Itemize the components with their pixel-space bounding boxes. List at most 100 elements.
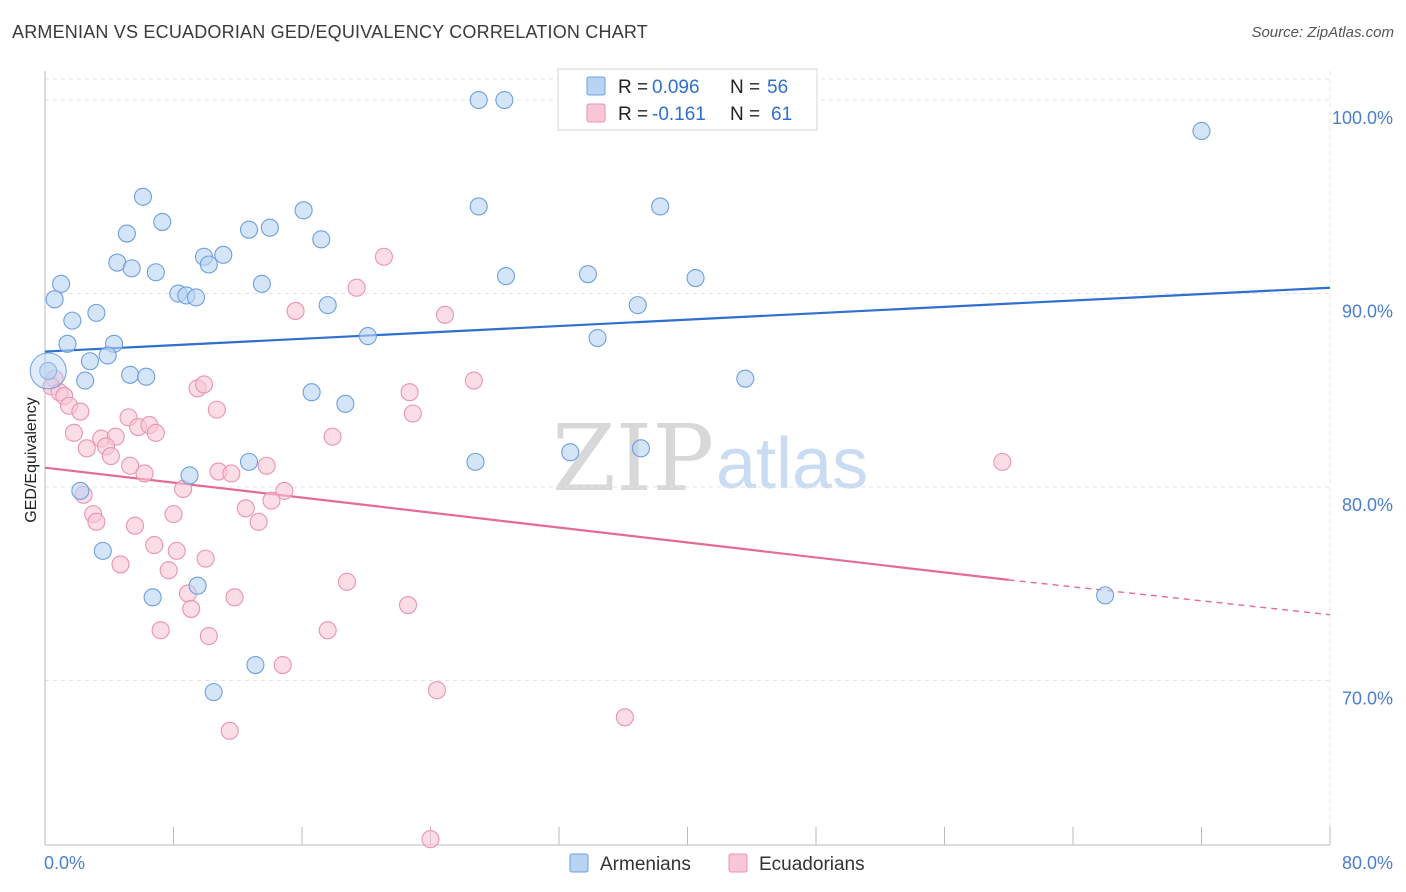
legend-ecuadorians-n-label: N = bbox=[730, 104, 760, 125]
ecuadorian-point bbox=[101, 447, 120, 466]
ecuadorian-point bbox=[337, 572, 357, 591]
legend-armenians-r-label: R = bbox=[618, 77, 648, 98]
bottom-legend-ecuadorians: Ecuadorians bbox=[759, 854, 865, 875]
ecuadorian-point bbox=[125, 516, 144, 535]
armenian-point bbox=[117, 224, 136, 243]
armenian-point bbox=[588, 328, 607, 348]
armenian-point bbox=[80, 352, 100, 371]
bottom-legend-armenians: Armenians bbox=[600, 854, 691, 875]
armenian-point bbox=[93, 541, 112, 560]
armenian-point bbox=[39, 361, 58, 380]
armenian-point bbox=[336, 394, 355, 413]
ecuadorian-point bbox=[257, 456, 276, 475]
armenian-point bbox=[1192, 121, 1211, 141]
ecuadorian-point bbox=[182, 599, 201, 618]
ecuadorian-point bbox=[249, 512, 268, 531]
armenian-point bbox=[561, 443, 580, 462]
legend-ecuadorians-n-value: 61 bbox=[771, 104, 792, 125]
armenian-point bbox=[52, 274, 71, 293]
ecuadorian-point bbox=[398, 596, 418, 615]
armenian-point bbox=[199, 255, 218, 274]
armenian-point bbox=[186, 288, 206, 307]
armenian-point bbox=[143, 588, 162, 607]
armenian-point bbox=[137, 367, 156, 386]
ecuadorian-point bbox=[615, 708, 634, 727]
armenian-point bbox=[736, 369, 755, 388]
ecuadorian-point bbox=[207, 400, 226, 419]
armenian-point bbox=[45, 290, 64, 309]
top-legend: R = 0.096 N = 56 R = -0.161 N = 61 bbox=[557, 68, 818, 131]
armenian-point bbox=[239, 452, 259, 471]
legend-swatch-ecuadorians bbox=[586, 103, 606, 123]
armenian-point bbox=[628, 296, 647, 315]
armenian-point bbox=[469, 197, 488, 216]
trend-lines bbox=[44, 286, 1331, 616]
chart-title: ARMENIAN VS ECUADORIAN GED/EQUIVALENCY C… bbox=[12, 22, 648, 42]
x-tick-labels: 0.0% 80.0% bbox=[44, 853, 1393, 873]
legend-armenians-n-value: 56 bbox=[767, 77, 788, 98]
armenian-point bbox=[121, 365, 140, 384]
legend-ecuadorians-r-label: R = bbox=[618, 104, 648, 125]
armenian-point bbox=[260, 218, 279, 237]
bottom-legend-swatch-armenians bbox=[569, 853, 589, 873]
ecuadorian-point bbox=[262, 491, 281, 510]
x-tick-label: 0.0% bbox=[44, 853, 85, 873]
ecuadorian-point bbox=[318, 621, 337, 640]
ecuadorian-point bbox=[286, 301, 305, 320]
ecuadorian-point bbox=[225, 588, 244, 607]
watermark-zip: ZIP bbox=[552, 405, 714, 512]
armenian-point bbox=[686, 268, 705, 288]
armenian-point bbox=[496, 267, 516, 286]
ecuadorian-point bbox=[273, 655, 292, 675]
ecuadorian-point bbox=[993, 452, 1012, 471]
armenian-point bbox=[188, 576, 207, 595]
ecuadorians-trend-extension bbox=[1008, 579, 1331, 616]
ecuadorian-point bbox=[374, 247, 393, 266]
armenian-point bbox=[651, 197, 670, 216]
armenian-point bbox=[133, 187, 153, 206]
y-axis-title: GED/Equivalency bbox=[23, 397, 40, 522]
legend-ecuadorians-r-value: -0.161 bbox=[652, 104, 706, 125]
armenian-cluster-point bbox=[29, 352, 67, 390]
y-tick-label: 70.0% bbox=[1342, 689, 1393, 709]
ecuadorian-point bbox=[164, 505, 183, 524]
ecuadorian-point bbox=[220, 721, 239, 740]
ecuadorians-trend-line bbox=[44, 466, 1009, 581]
armenian-point bbox=[252, 274, 271, 293]
armenian-point bbox=[246, 655, 265, 675]
legend-armenians-r-value: 0.096 bbox=[652, 77, 700, 98]
y-tick-label: 100.0% bbox=[1332, 108, 1393, 128]
y-tick-labels: 100.0% 90.0% 80.0% 70.0% bbox=[1332, 108, 1393, 709]
armenian-point bbox=[153, 212, 172, 231]
ecuadorian-point bbox=[64, 423, 83, 442]
armenians-points bbox=[29, 90, 1211, 702]
ecuadorian-point bbox=[464, 371, 483, 390]
ecuadorian-point bbox=[427, 681, 446, 700]
armenian-point bbox=[358, 327, 377, 346]
armenian-point bbox=[76, 371, 95, 390]
ecuadorian-point bbox=[347, 278, 366, 297]
axes bbox=[44, 71, 1331, 846]
ecuadorian-point bbox=[236, 499, 255, 518]
armenian-point bbox=[294, 201, 313, 220]
legend-armenians-n-label: N = bbox=[730, 77, 760, 98]
ecuadorian-point bbox=[111, 555, 130, 574]
armenian-point bbox=[146, 263, 165, 282]
bottom-legend: Armenians Ecuadorians bbox=[569, 853, 865, 875]
ecuadorian-point bbox=[151, 621, 170, 640]
ecuadorian-point bbox=[146, 423, 165, 442]
ecuadorian-point bbox=[135, 464, 154, 483]
ecuadorian-point bbox=[167, 541, 186, 560]
legend-swatch-armenians bbox=[586, 76, 606, 96]
ecuadorian-point bbox=[222, 464, 241, 483]
x-tick-label: 80.0% bbox=[1342, 853, 1393, 873]
ecuadorian-point bbox=[199, 626, 218, 646]
y-tick-label: 90.0% bbox=[1342, 302, 1393, 322]
armenians-trend-line bbox=[44, 286, 1331, 353]
armenian-point bbox=[87, 303, 106, 322]
armenian-point bbox=[631, 439, 650, 458]
armenian-point bbox=[578, 265, 597, 284]
armenian-point bbox=[239, 220, 259, 239]
ecuadorian-point bbox=[323, 427, 342, 446]
